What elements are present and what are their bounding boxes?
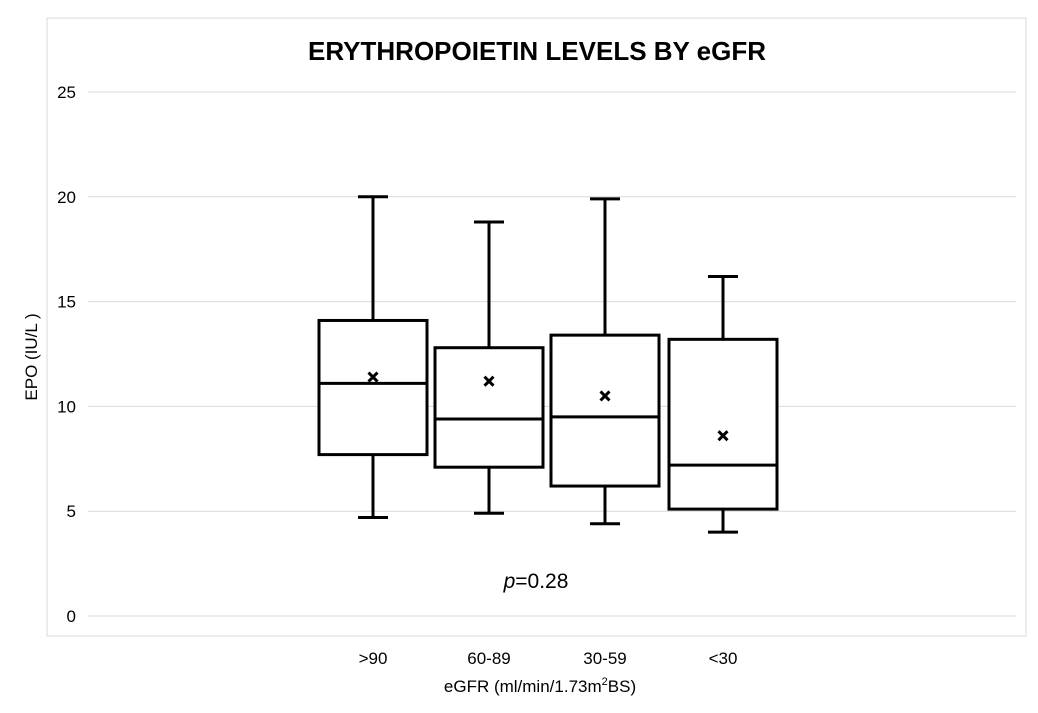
p-value-symbol: p (503, 570, 516, 593)
x-tick-label: 30-59 (583, 649, 626, 668)
box-plots (317, 195, 779, 534)
mean-marker (367, 371, 379, 383)
iqr-box (667, 337, 779, 511)
box-plot (433, 220, 545, 515)
mean-marker (599, 390, 611, 402)
x-axis-label-suffix: BS) (608, 677, 636, 696)
box-plot (549, 197, 661, 526)
y-tick-label: 20 (57, 188, 76, 207)
y-tick-label: 10 (57, 397, 76, 416)
iqr-box (549, 333, 661, 488)
x-tick-labels: >90 60-89 30-59 <30 (359, 649, 738, 668)
y-tick-labels: 0 5 10 15 20 25 (57, 83, 76, 626)
chart-title: ERYTHROPOIETIN LEVELS BY eGFR (308, 36, 766, 66)
x-axis-label: eGFR (ml/min/1.73m2BS) (444, 676, 636, 696)
iqr-box (433, 346, 545, 469)
x-axis-label-superscript: 2 (602, 676, 608, 688)
iqr-box (317, 318, 429, 457)
mean-marker (483, 375, 495, 387)
x-tick-label: <30 (709, 649, 738, 668)
chart-frame (46, 17, 1027, 637)
y-tick-label: 0 (67, 607, 76, 626)
box-plot (317, 195, 429, 519)
x-axis-label-prefix: eGFR (ml/min/1.73m (444, 677, 602, 696)
y-tick-label: 5 (67, 502, 76, 521)
x-tick-label: 60-89 (467, 649, 510, 668)
mean-marker (717, 430, 729, 442)
y-tick-label: 15 (57, 293, 76, 312)
y-axis-label: EPO (IU/L ) (22, 313, 41, 400)
p-value-text: =0.28 (515, 570, 568, 593)
x-tick-label: >90 (359, 649, 388, 668)
y-tick-label: 25 (57, 83, 76, 102)
p-value-annotation: p=0.28 (503, 570, 569, 593)
box-plot (667, 274, 779, 534)
